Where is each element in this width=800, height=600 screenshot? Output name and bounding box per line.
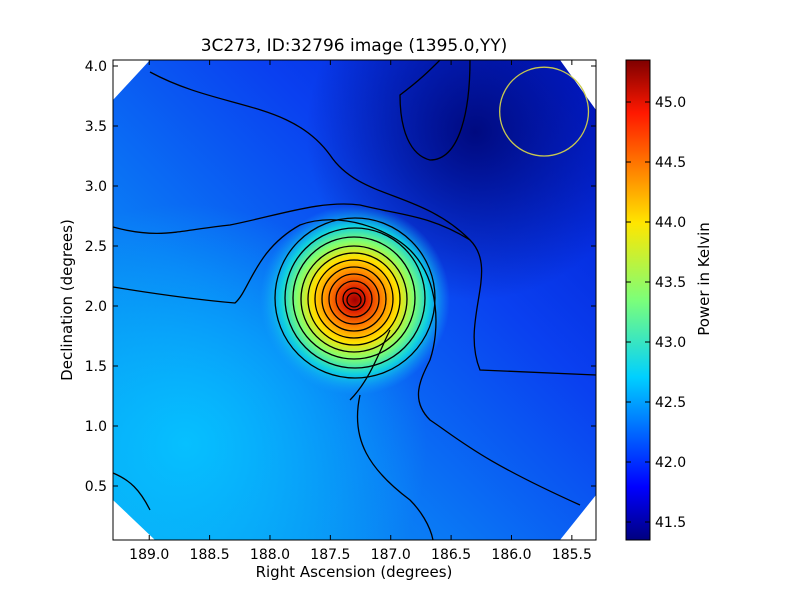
mask-corner-top-right bbox=[560, 60, 596, 110]
y-tick-label: 2.5 bbox=[85, 239, 107, 255]
x-axis-label: Right Ascension (degrees) bbox=[256, 563, 453, 581]
mask-corner-top-left bbox=[113, 60, 150, 100]
contour-line bbox=[399, 60, 471, 161]
beam-circle bbox=[499, 66, 590, 157]
y-axis-label: Declination (degrees) bbox=[58, 219, 76, 381]
contour-line bbox=[274, 217, 436, 379]
colorbar-label: Power in Kelvin bbox=[695, 222, 713, 336]
x-tick-label: 187.5 bbox=[310, 547, 350, 563]
x-tick-label: 187.0 bbox=[371, 547, 411, 563]
contour-line bbox=[342, 287, 366, 311]
contour-line bbox=[335, 280, 373, 318]
colorbar-tick-label: 45.0 bbox=[655, 95, 686, 111]
y-tick-label: 3.5 bbox=[85, 119, 107, 135]
x-tick-label: 188.0 bbox=[250, 547, 290, 563]
y-tick-label: 3.0 bbox=[85, 179, 107, 195]
contour-line bbox=[113, 472, 151, 511]
contour-line bbox=[284, 227, 426, 369]
colorbar-tick-label: 41.5 bbox=[655, 515, 686, 531]
contour-line bbox=[328, 273, 380, 325]
colorbar-tick-label: 43.5 bbox=[655, 275, 686, 291]
contour-line bbox=[292, 236, 416, 360]
x-tick-label: 185.5 bbox=[552, 547, 592, 563]
contour-line bbox=[113, 219, 411, 304]
x-tick-label: 189.0 bbox=[129, 547, 169, 563]
colorbar bbox=[625, 59, 651, 541]
y-tick-label: 1.5 bbox=[85, 359, 107, 375]
contour-line bbox=[356, 394, 434, 540]
peak-emission bbox=[260, 205, 450, 395]
contour-line bbox=[300, 245, 408, 353]
x-tick-label: 186.5 bbox=[431, 547, 471, 563]
contour-line bbox=[149, 71, 596, 376]
colorbar-tick-label: 42.5 bbox=[655, 395, 686, 411]
colorbar-ticks: 41.5 42.0 42.5 43.0 43.5 44.0 44.5 45.0 bbox=[626, 95, 686, 531]
y-tick-label: 2.0 bbox=[85, 299, 107, 315]
contour-line bbox=[346, 292, 362, 308]
y-tick-label: 4.0 bbox=[85, 59, 107, 75]
x-tick-label: 186.0 bbox=[491, 547, 531, 563]
colorbar-tick-label: 42.0 bbox=[655, 455, 686, 471]
heatmap-image bbox=[113, 60, 596, 540]
x-axis-ticks: 189.0 188.5 188.0 187.5 187.0 186.5 186.0 185.5 bbox=[129, 60, 592, 563]
contour-line bbox=[314, 259, 394, 339]
axes-frame bbox=[112, 59, 597, 541]
contour-line bbox=[321, 266, 387, 332]
mask-corner-bottom-right bbox=[560, 495, 596, 540]
chart-title: 3C273, ID:32796 image (1395.0,YY) bbox=[201, 36, 508, 56]
mask-corner-bottom-left bbox=[113, 500, 155, 540]
contour-line bbox=[113, 203, 471, 241]
contour-lines bbox=[113, 60, 596, 540]
contour-line bbox=[307, 252, 401, 346]
y-tick-label: 1.0 bbox=[85, 419, 107, 435]
colorbar-tick-label: 43.0 bbox=[655, 335, 686, 351]
y-axis-ticks: 0.5 1.0 1.5 2.0 2.5 3.0 3.5 4.0 bbox=[85, 59, 596, 495]
y-tick-label: 0.5 bbox=[85, 479, 107, 495]
x-tick-label: 188.5 bbox=[190, 547, 230, 563]
colorbar-tick-label: 44.5 bbox=[655, 155, 686, 171]
colorbar-tick-label: 44.0 bbox=[655, 215, 686, 231]
